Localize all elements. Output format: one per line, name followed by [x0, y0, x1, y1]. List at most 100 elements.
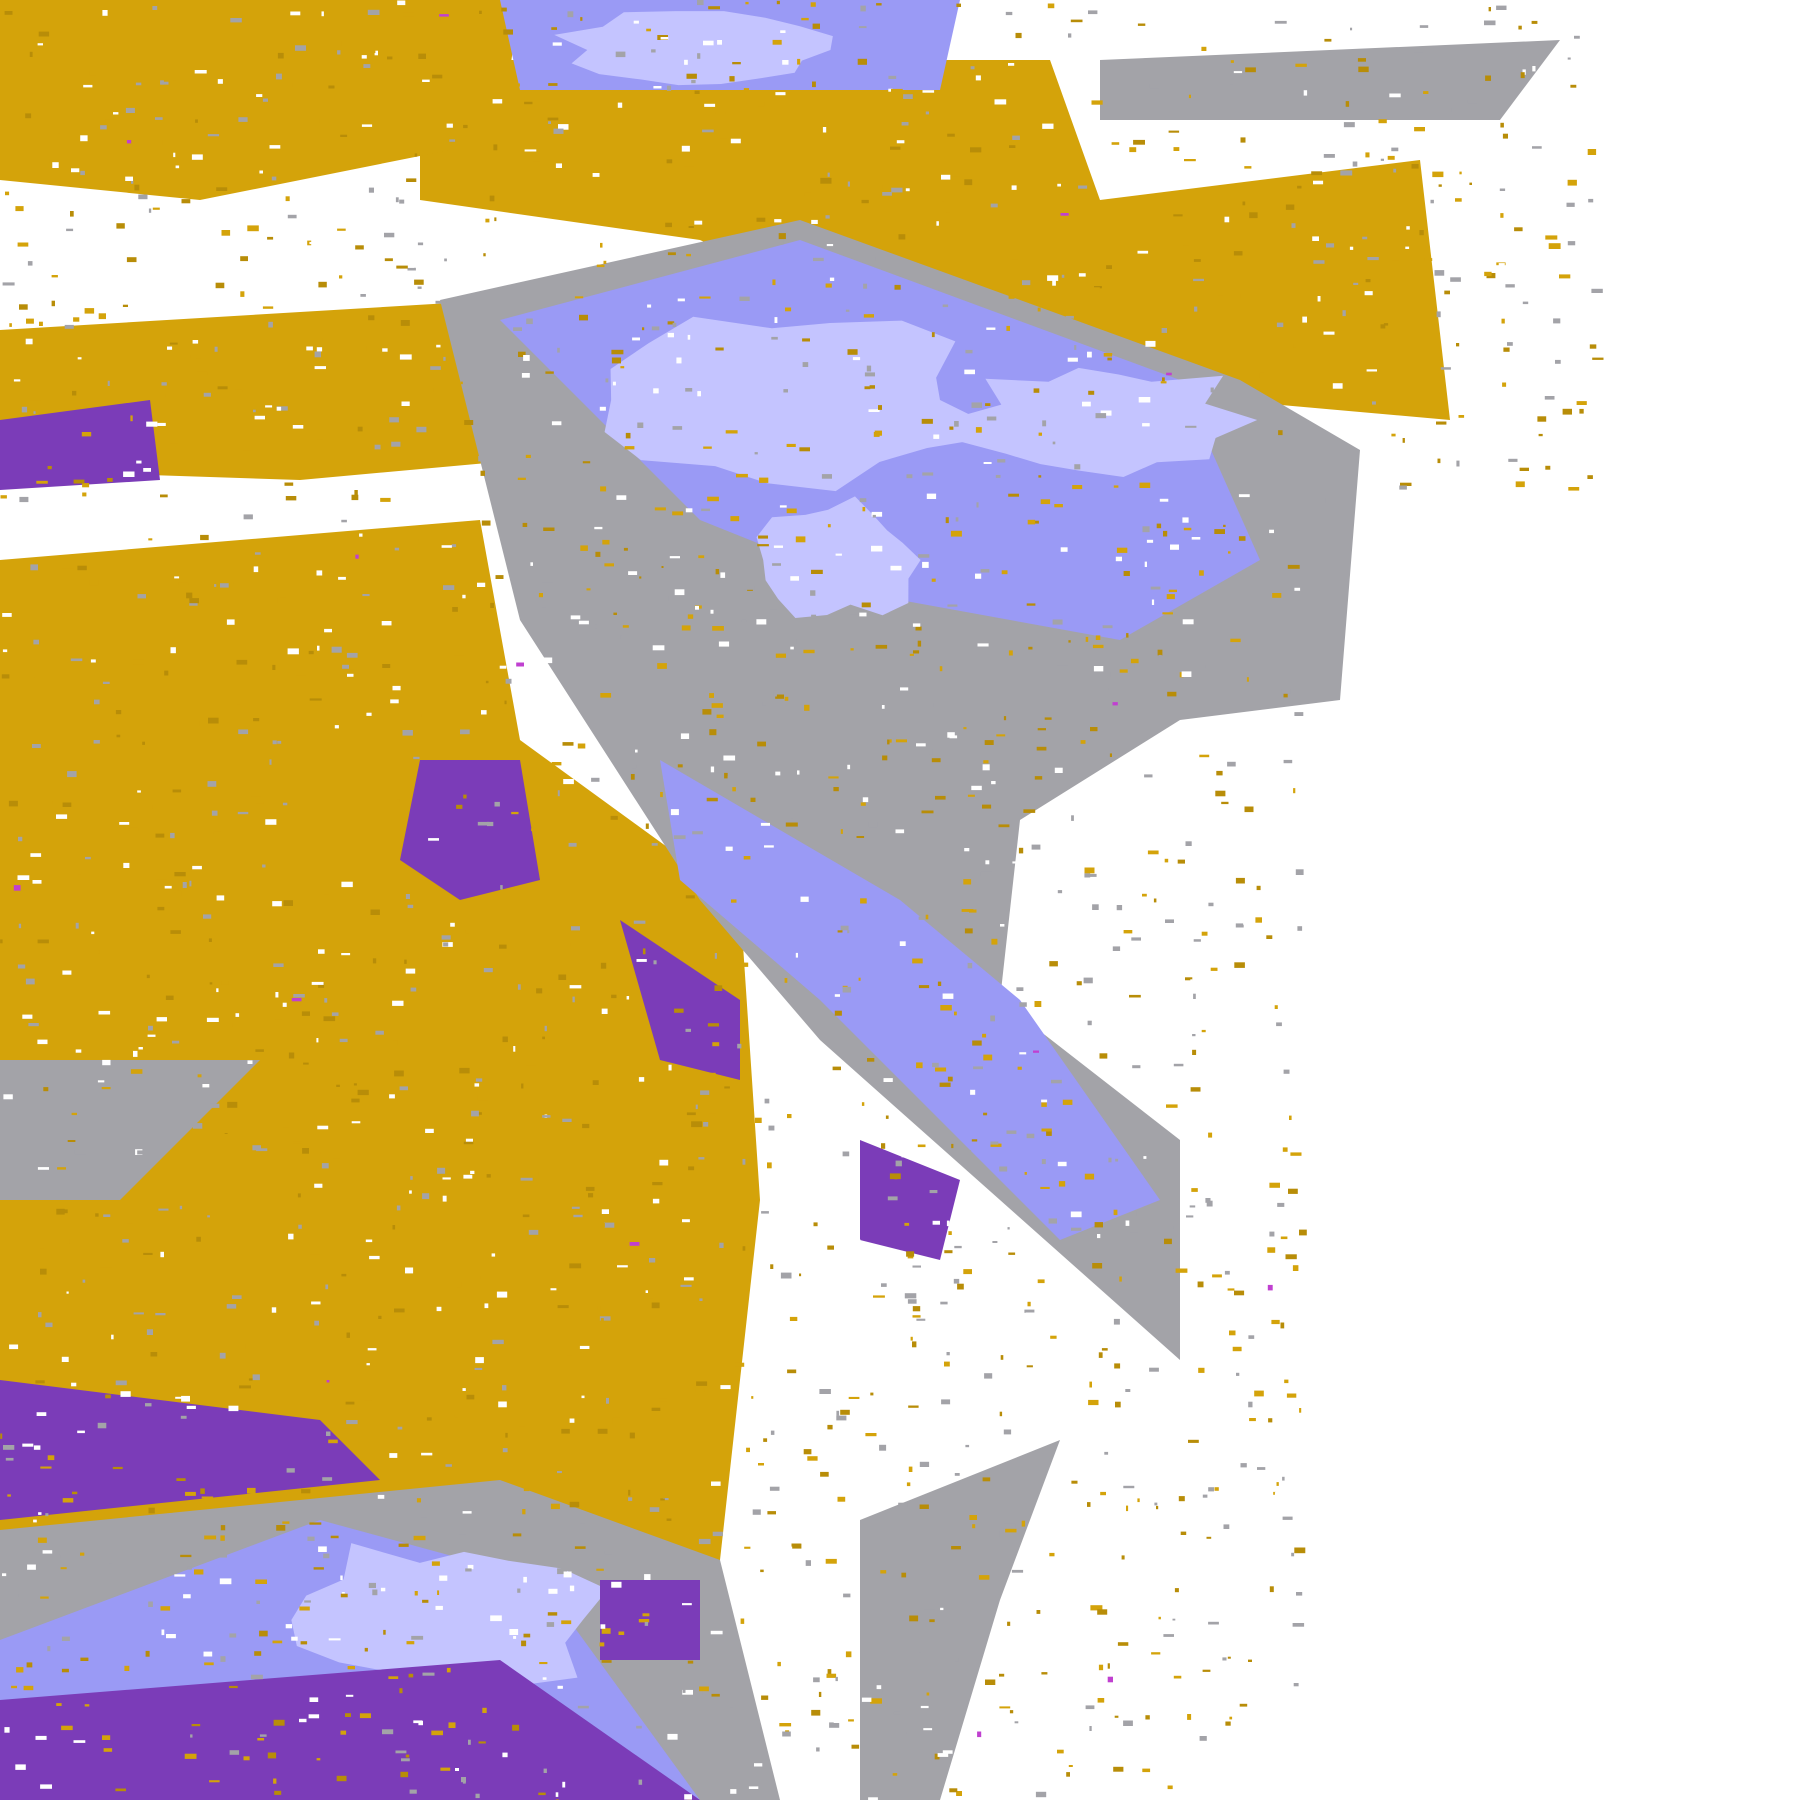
speckle [1112, 2, 1121, 8]
speckle [1235, 923, 1244, 928]
speckle [16, 1667, 24, 1673]
speckle [207, 1215, 210, 1218]
speckle [378, 1315, 382, 1319]
speckle [1054, 861, 1057, 866]
speckle [316, 570, 323, 576]
speckle [127, 1220, 134, 1224]
speckle [1291, 1543, 1301, 1548]
speckle [773, 690, 777, 697]
speckle [1342, 310, 1346, 317]
speckle [715, 111, 726, 115]
speckle [1269, 1231, 1275, 1237]
speckle [1244, 44, 1247, 49]
speckle [562, 742, 574, 746]
speckle [525, 1059, 537, 1066]
speckle [102, 681, 110, 684]
speckle [477, 821, 490, 826]
speckle [884, 1483, 889, 1486]
speckle [582, 1123, 590, 1129]
speckle [908, 1405, 919, 1408]
speckle [1022, 280, 1031, 286]
speckle [983, 1054, 993, 1061]
speckle [1223, 755, 1229, 761]
speckle [1082, 1776, 1087, 1779]
speckle [543, 527, 555, 531]
speckle [75, 922, 79, 929]
speckle [422, 1599, 429, 1603]
speckle [1210, 387, 1214, 393]
speckle [399, 354, 412, 360]
speckle [1050, 1335, 1057, 1339]
speckle [615, 51, 626, 58]
speckle [470, 1170, 475, 1174]
speckle [431, 1730, 443, 1736]
speckle [650, 1293, 654, 1299]
speckle [860, 5, 866, 12]
speckle [61, 1725, 73, 1731]
speckle [182, 215, 186, 221]
speckle [1391, 147, 1399, 152]
speckle [194, 1569, 204, 1575]
speckle [314, 1183, 323, 1188]
speckle [107, 380, 110, 386]
speckle [1164, 858, 1169, 863]
speckle [1049, 1552, 1055, 1557]
speckle [273, 963, 284, 967]
speckle [179, 222, 183, 227]
speckle [250, 1674, 263, 1680]
speckle [77, 357, 82, 360]
speckle [3, 1094, 13, 1100]
speckle [202, 284, 210, 289]
speckle [208, 717, 219, 724]
speckle [1037, 1279, 1045, 1284]
speckle [93, 740, 100, 744]
speckle [629, 1432, 635, 1439]
speckle [60, 1567, 67, 1570]
speckle [18, 923, 22, 929]
speckle [942, 1750, 953, 1754]
speckle [984, 45, 988, 51]
speckle [702, 709, 712, 715]
speckle [512, 1724, 520, 1731]
speckle [1072, 485, 1083, 490]
speckle [56, 1703, 62, 1706]
speckle [845, 1075, 848, 1079]
speckle [77, 565, 87, 571]
speckle [707, 1072, 716, 1079]
speckle [1024, 1264, 1033, 1268]
speckle [711, 1693, 720, 1697]
speckle [708, 1109, 717, 1114]
speckle [882, 755, 888, 761]
speckle [243, 1756, 250, 1761]
speckle [919, 1461, 930, 1467]
speckle [1254, 1460, 1258, 1465]
speckle [801, 1481, 808, 1487]
speckle [746, 1447, 750, 1453]
speckle [983, 1112, 988, 1116]
speckle [1233, 71, 1243, 74]
speckle [454, 508, 458, 515]
speckle [1071, 1227, 1082, 1231]
speckle [668, 1064, 672, 1071]
speckle [267, 236, 274, 240]
speckle [200, 534, 209, 541]
speckle [1413, 48, 1423, 53]
speckle [1353, 282, 1359, 285]
speckle [1250, 1307, 1256, 1312]
speckle [383, 1629, 386, 1635]
speckle [503, 29, 513, 35]
speckle [417, 242, 424, 246]
speckle [884, 1496, 891, 1499]
speckle [430, 366, 441, 370]
speckle [1246, 677, 1249, 682]
speckle [1532, 66, 1536, 72]
speckle [861, 602, 871, 608]
speckle [652, 1198, 660, 1204]
speckle [501, 7, 507, 12]
speckle [32, 744, 41, 748]
speckle [775, 771, 781, 776]
speckle [1302, 316, 1307, 323]
speckle [707, 1023, 719, 1027]
speckle [694, 220, 703, 225]
speckle [400, 320, 410, 326]
